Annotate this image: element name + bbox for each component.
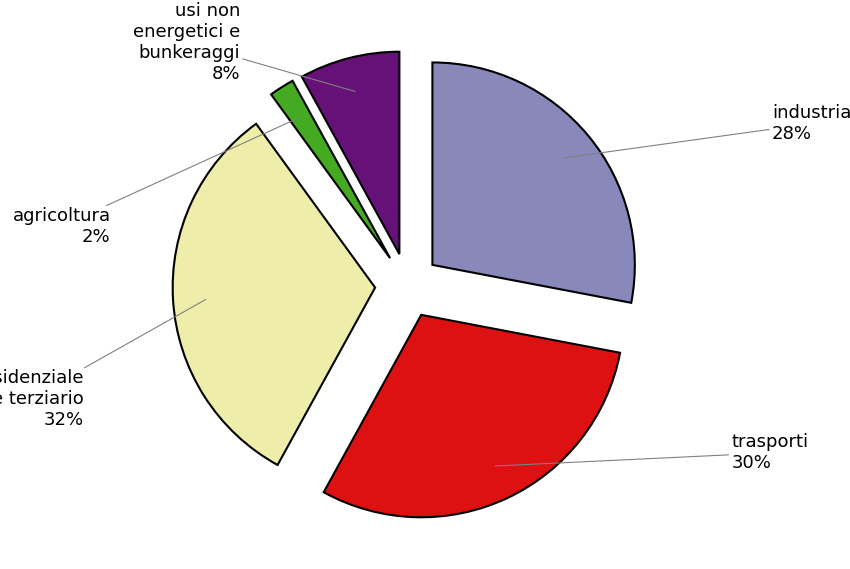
Wedge shape <box>302 52 400 254</box>
Wedge shape <box>433 63 635 303</box>
Wedge shape <box>173 124 375 465</box>
Text: trasporti
30%: trasporti 30% <box>496 434 808 472</box>
Text: industria
28%: industria 28% <box>564 104 850 158</box>
Wedge shape <box>324 315 620 517</box>
Text: residenziale
e terziario
32%: residenziale e terziario 32% <box>0 299 206 428</box>
Text: agricoltura
2%: agricoltura 2% <box>13 118 298 246</box>
Text: usi non
energetici e
bunkeraggi
8%: usi non energetici e bunkeraggi 8% <box>133 2 355 92</box>
Wedge shape <box>271 81 390 258</box>
